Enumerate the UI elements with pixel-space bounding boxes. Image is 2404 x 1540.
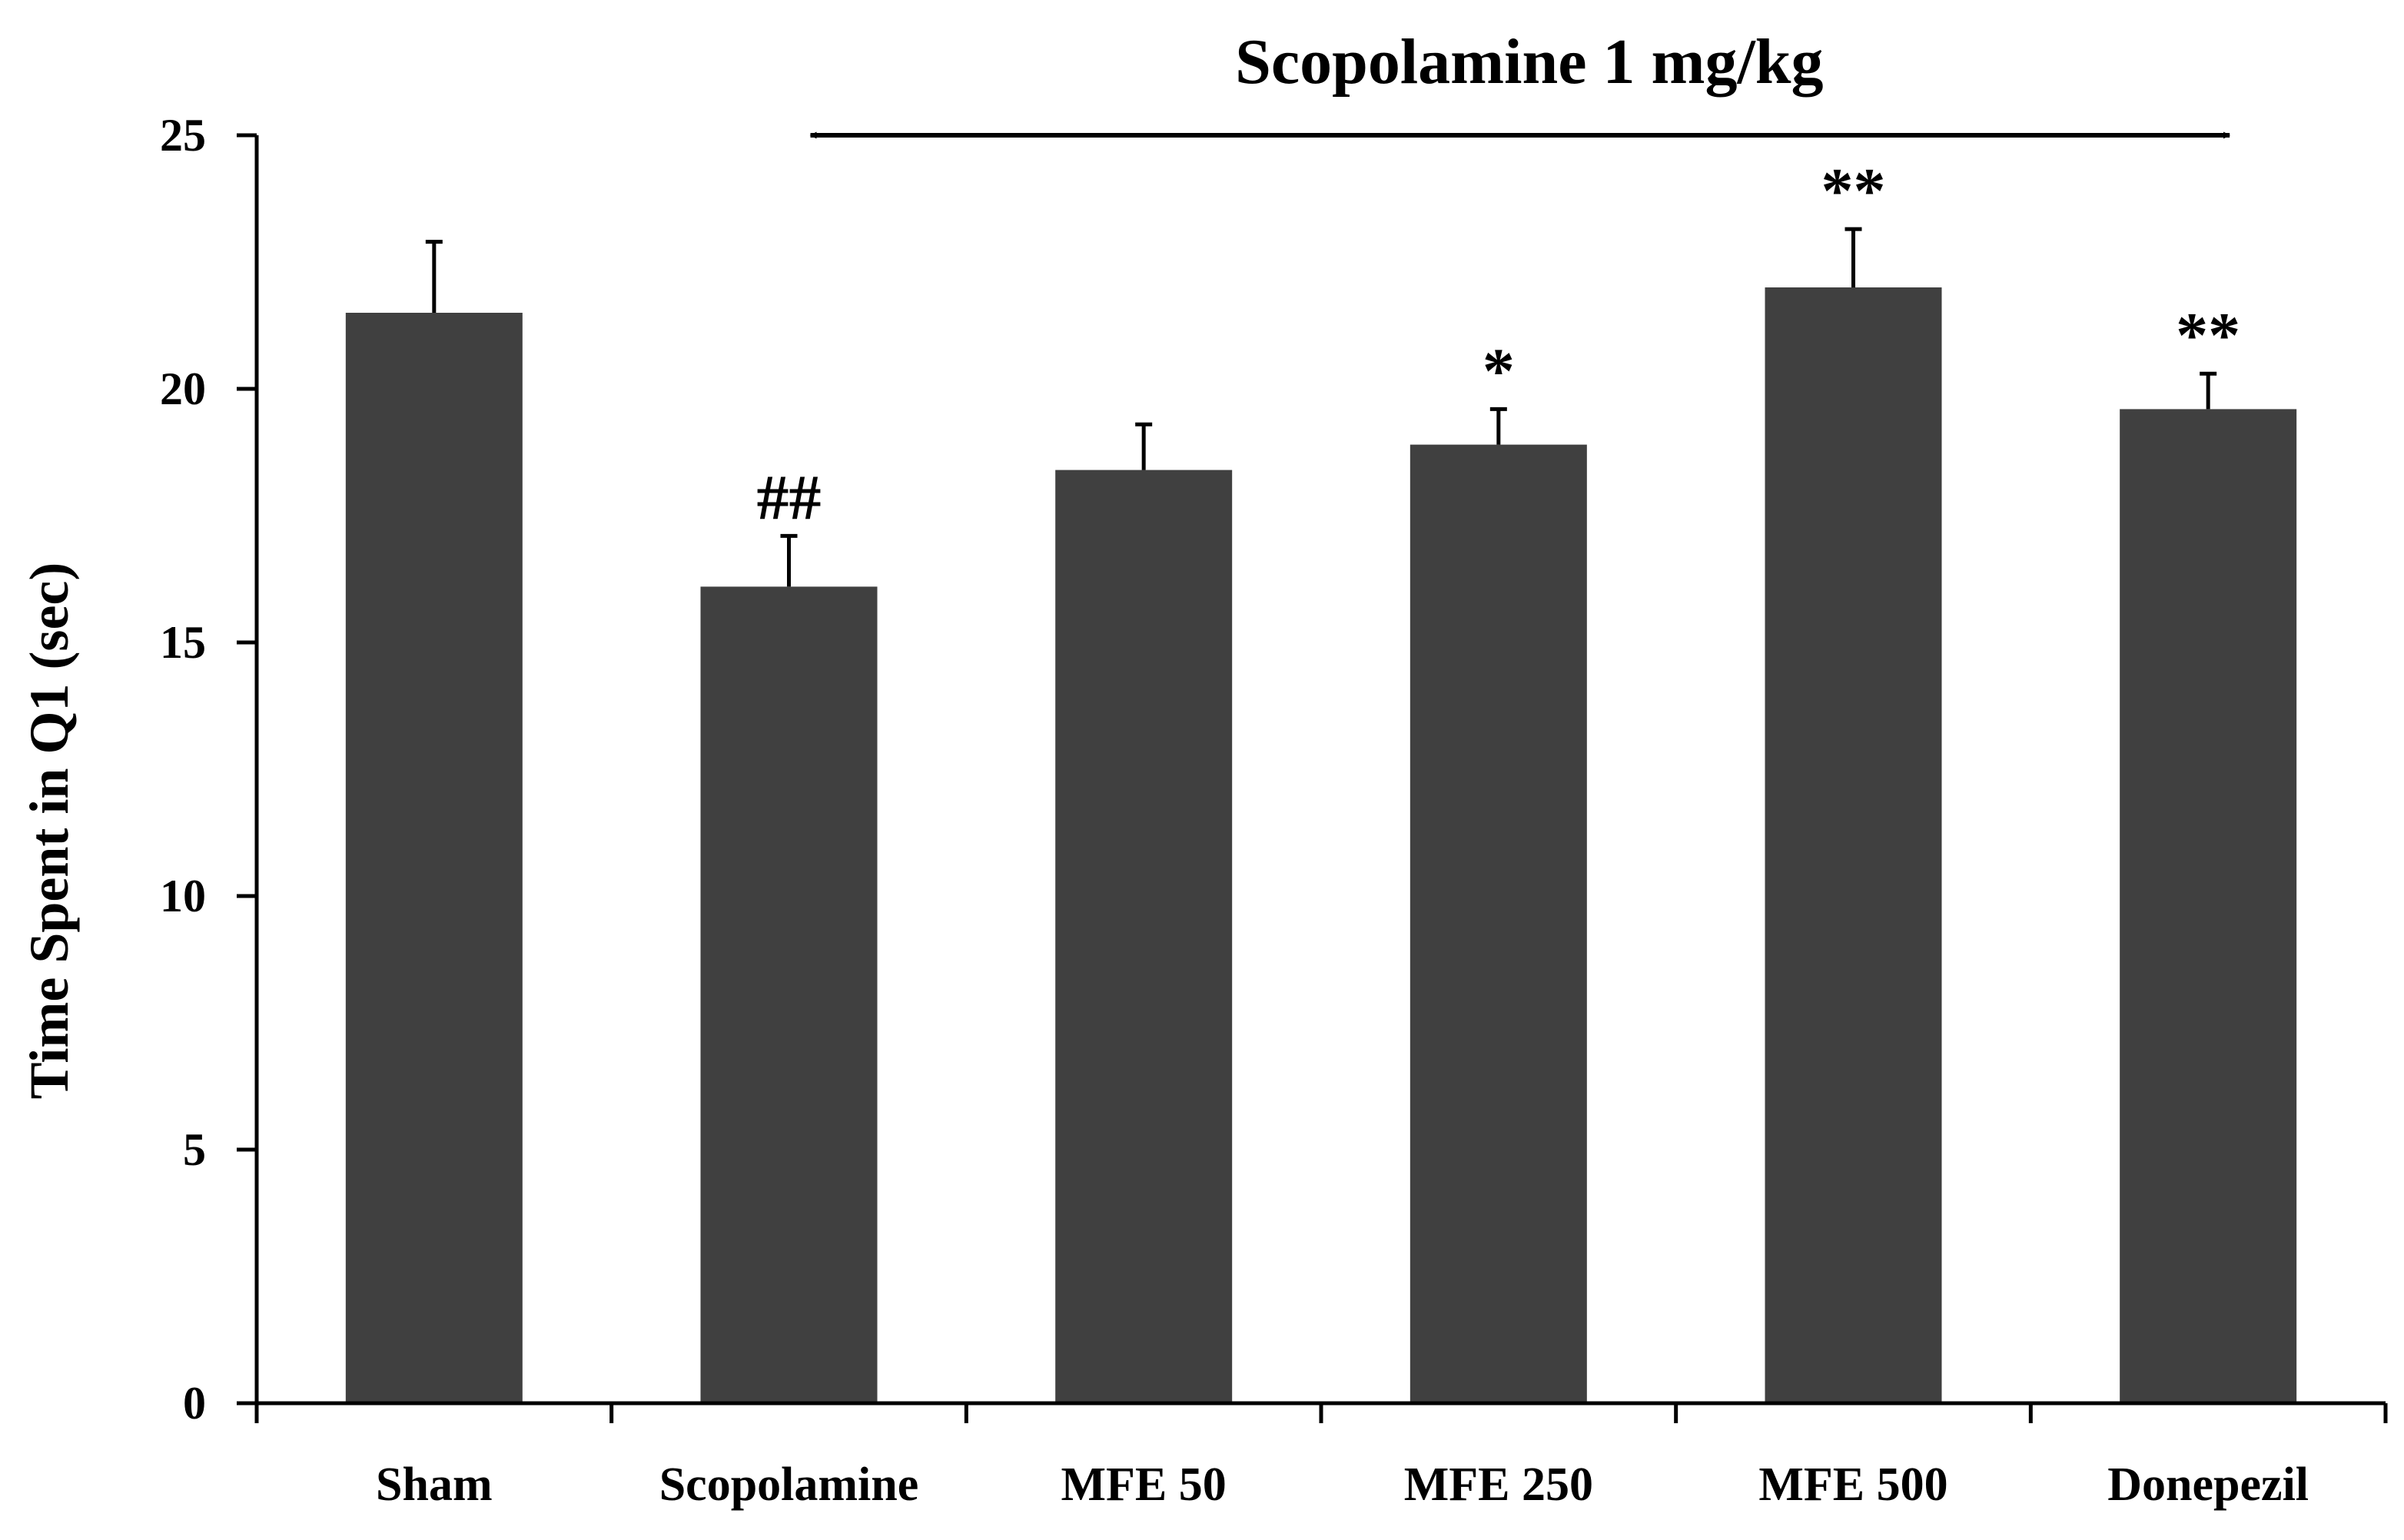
error-bars bbox=[425, 227, 2217, 587]
x-ticks bbox=[254, 1403, 2388, 1423]
category-label: MFE 500 bbox=[1758, 1459, 1947, 1511]
bar bbox=[2120, 409, 2297, 1403]
y-tick-label: 25 bbox=[160, 110, 206, 161]
significance-label: ## bbox=[757, 462, 822, 533]
y-tick-label: 0 bbox=[183, 1378, 206, 1429]
category-label: Donepezil bbox=[2107, 1459, 2309, 1511]
bar bbox=[700, 586, 878, 1403]
treatment-bracket: Scopolamine 1 mg/kg bbox=[809, 26, 2231, 139]
bar bbox=[1055, 470, 1233, 1403]
y-tick-label: 15 bbox=[160, 617, 206, 668]
y-tick-label: 10 bbox=[160, 871, 206, 921]
category-label: Sham bbox=[376, 1459, 493, 1511]
y-tick-label: 20 bbox=[160, 363, 206, 414]
category-label: MFE 250 bbox=[1404, 1459, 1593, 1511]
category-label: Scopolamine bbox=[659, 1459, 919, 1511]
y-tick-label: 5 bbox=[183, 1124, 206, 1175]
y-ticks: 0 5 10 15 20 25 bbox=[160, 110, 257, 1429]
bracket-label: Scopolamine 1 mg/kg bbox=[1235, 26, 1823, 98]
category-labels: Sham Scopolamine MFE 50 MFE 250 MFE 500 Donep… bbox=[376, 1459, 2309, 1511]
category-label: MFE 50 bbox=[1061, 1459, 1227, 1511]
bar bbox=[1410, 444, 1587, 1403]
bars bbox=[345, 287, 2297, 1403]
significance-label: ** bbox=[1821, 155, 1886, 227]
y-axis-title: Time Spent in Q1 (sec) bbox=[18, 563, 80, 1100]
significance-labels: ##***** bbox=[757, 155, 2241, 533]
bar bbox=[1765, 287, 1942, 1403]
significance-label: ** bbox=[2176, 300, 2240, 371]
bar bbox=[345, 313, 523, 1403]
significance-label: * bbox=[1483, 335, 1515, 407]
